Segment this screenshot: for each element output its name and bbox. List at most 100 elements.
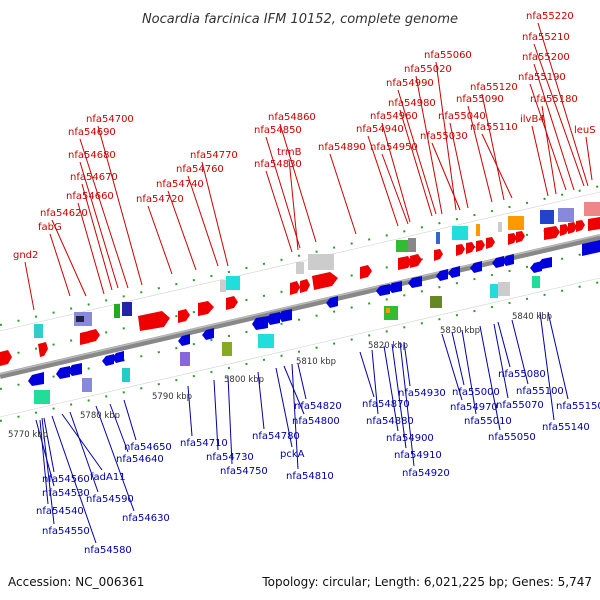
- forward-gene-label: nfa54700: [86, 114, 134, 125]
- forward-gene-arrow: [516, 231, 525, 243]
- reverse-gene-label: nfa54560: [42, 474, 90, 485]
- forward-gene-label: nfa55120: [470, 82, 518, 93]
- reverse-leader-line: [43, 417, 55, 473]
- reverse-leader-line: [39, 419, 49, 505]
- forward-gene-arrow: [560, 224, 569, 236]
- forward-gene-arrow: [588, 217, 600, 231]
- forward-gene-label: nfa54830: [254, 159, 302, 170]
- forward-leader-line: [367, 135, 399, 227]
- reverse-leader-line: [123, 399, 137, 441]
- reverse-leader-line: [461, 329, 477, 415]
- reverse-gene-label: nfa54800: [292, 416, 340, 427]
- kbp-ticks: 5770 kbp 5780 kbp 5790 kbp 5800 kbp 5810…: [8, 312, 552, 440]
- reverse-gene-label: nfa54870: [362, 399, 410, 410]
- reverse-gene-arrow: [436, 269, 448, 281]
- forward-feature-box: [476, 224, 480, 236]
- reverse-gene-label: nfa54590: [86, 494, 134, 505]
- forward-gene-arrow: [0, 350, 12, 366]
- reverse-lower-features: [34, 276, 540, 404]
- reverse-gene-arrow: [102, 354, 114, 366]
- reverse-gene-label: nfa55000: [452, 387, 500, 398]
- reverse-leader-line: [227, 375, 233, 465]
- forward-leader-line: [431, 142, 461, 211]
- forward-gene-label: nfa54660: [66, 191, 114, 202]
- forward-leader-line: [279, 123, 317, 243]
- forward-gene-arrow: [398, 256, 412, 270]
- reverse-leader-line: [371, 349, 379, 415]
- forward-leader-line: [79, 161, 119, 289]
- forward-feature-box: [114, 304, 120, 318]
- reverse-gene-arrow: [278, 309, 292, 322]
- reverse-gene-label: nfa54650: [124, 442, 172, 453]
- tick-label: 5790 kbp: [152, 392, 192, 402]
- forward-leader-line: [481, 93, 505, 201]
- reverse-gene-arrow: [492, 256, 504, 268]
- tick-label: 5840 kbp: [512, 312, 552, 322]
- forward-feature-box: [76, 316, 84, 322]
- forward-gene-label: nfa55190: [518, 72, 566, 83]
- forward-gene-arrow: [544, 226, 560, 240]
- forward-leader-line: [77, 202, 105, 295]
- forward-feature-box: [436, 232, 440, 244]
- reverse-gene-label: nfa54580: [84, 545, 132, 556]
- reverse-feature-box: [82, 378, 92, 392]
- reverse-gene-arrow: [56, 366, 70, 379]
- forward-gene-label: nfa55110: [470, 122, 518, 133]
- forward-upper-features: [34, 202, 600, 338]
- reverse-gene-arrow: [582, 240, 600, 256]
- forward-gene-label: nfa55210: [522, 32, 570, 43]
- forward-gene-arrow: [290, 281, 300, 295]
- tick-label: 5770 kbp: [8, 430, 48, 440]
- forward-gene-label: nfa54990: [386, 78, 434, 89]
- forward-gene-arrow: [476, 240, 485, 252]
- forward-gene-label: nfa54760: [176, 164, 224, 175]
- forward-leader-line: [187, 175, 219, 267]
- forward-feature-box: [584, 202, 600, 216]
- reverse-gene-label: fadA11: [90, 472, 126, 483]
- forward-leader-line: [399, 109, 433, 217]
- reverse-gene-arrow: [388, 281, 402, 293]
- forward-gene-label: nfa54620: [40, 208, 88, 219]
- reverse-leader-line: [291, 363, 299, 470]
- reverse-gene-label: nfa55140: [542, 422, 590, 433]
- reverse-gene-arrow: [68, 363, 82, 376]
- forward-gene-arrow: [508, 233, 517, 245]
- reverse-gene-label: nfa54900: [386, 433, 434, 444]
- forward-feature-box: [226, 276, 240, 290]
- forward-leader-line: [467, 105, 493, 203]
- forward-leader-line: [529, 83, 567, 191]
- forward-gene-arrow: [312, 272, 338, 290]
- forward-leader-line: [533, 43, 585, 187]
- forward-gene-label: trmB: [277, 147, 302, 158]
- forward-gene-arrow: [486, 237, 495, 249]
- forward-leader-line: [397, 89, 437, 215]
- forward-leader-line: [79, 138, 129, 289]
- forward-gene-label: nfa55220: [526, 11, 574, 22]
- reverse-feature-box: [490, 284, 498, 298]
- reverse-feature-box: [430, 296, 442, 308]
- forward-gene-label: nfa54950: [370, 142, 418, 153]
- reverse-gene-label: nfa54710: [180, 438, 228, 449]
- reverse-leader-line: [283, 365, 305, 415]
- forward-gene-label: nfa54690: [68, 127, 116, 138]
- reverse-gene-label: nfa54820: [294, 401, 342, 412]
- reverse-leader-line: [441, 333, 463, 401]
- forward-leader-line: [288, 158, 299, 251]
- reverse-gene-label: nfa54750: [220, 466, 268, 477]
- forward-track-guide-line-2: [0, 191, 600, 332]
- forward-gene-arrow: [88, 329, 100, 343]
- forward-feature-box: [508, 216, 524, 230]
- forward-gene-label: nfa54740: [156, 179, 204, 190]
- reverse-gene-label: nfa55080: [498, 369, 546, 380]
- reverse-leader-line: [41, 417, 55, 525]
- forward-feature-box: [122, 302, 132, 316]
- reverse-leader-line: [497, 321, 511, 368]
- reverse-leader-line: [359, 351, 375, 398]
- reverse-feature-box: [222, 342, 232, 356]
- reverse-gene-arrow: [202, 328, 214, 340]
- forward-gene-arrow: [300, 279, 310, 293]
- forward-gene-label: nfa55020: [404, 64, 452, 75]
- forward-gene-label: nfa55030: [420, 131, 468, 142]
- reverse-leader-line: [383, 345, 399, 432]
